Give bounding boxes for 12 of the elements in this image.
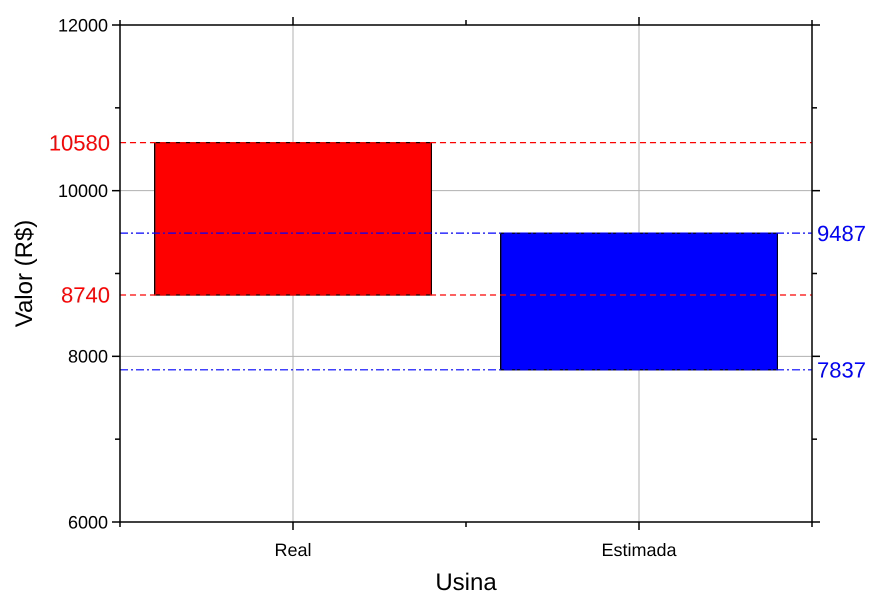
ref-line-label: 10580 [48,130,110,156]
y-axis-title: Valor (R$) [11,220,38,328]
x-axis-title: Usina [435,569,498,596]
y-tick-label: 8000 [68,346,108,367]
ref-line-label: 8740 [61,282,110,308]
x-tick-label: Real [274,540,312,560]
y-tick-label: 10000 [58,180,108,201]
ref-line-label: 7837 [817,358,866,383]
y-tick-label: 12000 [58,15,108,36]
y-tick-label: 6000 [68,512,108,532]
x-tick-label: Estimada [601,540,678,560]
ref-line-label: 9487 [817,220,866,246]
